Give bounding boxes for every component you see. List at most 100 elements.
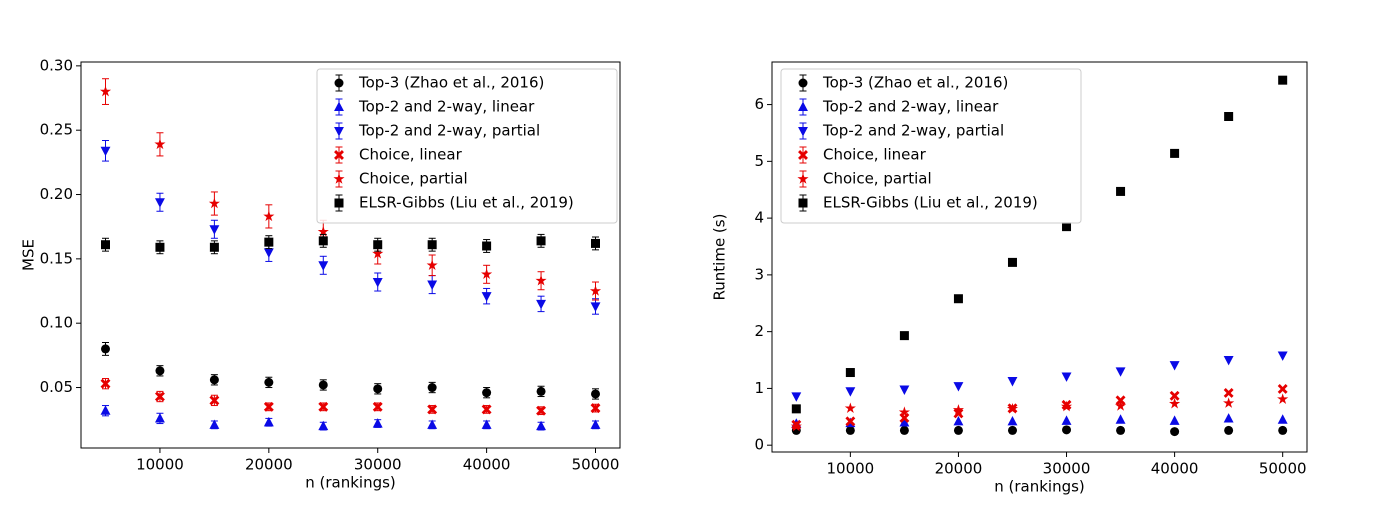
y-tick-label: 5 [754,152,764,170]
y-tick-label: 1 [754,379,764,397]
x-axis-label: n (rankings) [994,478,1085,496]
legend-label: Top-2 and 2-way, linear [358,98,535,116]
point [482,241,492,251]
legend-label: Top-3 (Zhao et al., 2016) [822,74,1008,92]
point [264,377,274,387]
point [1169,361,1180,371]
point [1223,397,1235,408]
point [427,383,437,393]
legend-marker [797,173,809,184]
point [1062,222,1072,232]
point [589,285,602,296]
y-tick-label: 0.25 [40,121,73,139]
point [318,236,328,246]
point [1062,425,1072,435]
point [1223,355,1234,366]
point [536,420,547,431]
point [427,240,437,250]
point [591,238,600,248]
point [791,392,802,402]
point [1277,414,1288,424]
point [318,380,328,390]
y-axis-label: MSE [20,239,38,271]
point [317,225,329,237]
point [1060,400,1073,412]
point [1277,384,1288,394]
point [1170,148,1180,158]
legend-marker [334,78,344,88]
point [263,210,275,222]
legend-marker [798,198,808,208]
point [209,419,220,429]
point [1116,186,1126,196]
point [101,344,110,354]
legend-marker [334,101,344,112]
legend-box [780,68,1082,224]
point [1169,397,1181,409]
point [99,85,112,97]
point [536,299,547,310]
point [208,197,220,209]
point [590,419,601,429]
point [1061,415,1072,425]
legend-marker [334,126,344,137]
point [899,385,910,395]
point [536,386,546,396]
point [1169,390,1180,401]
point [155,366,165,376]
y-tick-label: 3 [754,265,764,283]
point [1007,376,1018,387]
point [482,388,492,398]
legend-label: Top-2 and 2-way, partial [822,122,1004,140]
legend-marker [798,150,808,160]
point [318,420,329,431]
legend-marker [798,126,808,137]
point [481,419,492,429]
point [1061,372,1072,382]
point [536,236,546,246]
legend-marker [334,150,344,160]
point [372,401,383,412]
legend-marker [798,101,808,112]
x-tick-label: 20000 [245,456,293,474]
point [953,425,963,435]
legend-label: Choice, linear [823,146,927,164]
point [263,416,274,427]
point [427,404,438,415]
point [535,274,547,286]
point [318,261,329,271]
point [1115,400,1127,411]
x-tick-label: 40000 [1151,460,1199,478]
y-tick-label: 0 [754,436,764,454]
point [953,382,964,392]
point [1007,425,1017,435]
point [209,395,220,406]
point [845,416,856,427]
legend-label: Top-3 (Zhao et al., 2016) [358,74,544,92]
point [1224,111,1234,121]
point [1277,393,1289,404]
point [1007,415,1018,426]
point [953,408,964,419]
point [154,413,165,423]
point [1169,415,1180,425]
x-tick-label: 30000 [1043,460,1091,478]
legend-label: Top-2 and 2-way, linear [822,98,999,116]
point [590,302,601,312]
plot-frame [771,61,1308,453]
point [1116,425,1126,435]
point [845,368,855,378]
point [845,425,855,435]
point [373,384,383,394]
point [1224,425,1234,435]
legend-marker [333,173,345,184]
point [372,418,383,428]
y-tick-label: 4 [754,209,764,227]
point [373,240,383,250]
x-tick-label: 50000 [1259,460,1307,478]
legend-label: Choice, partial [823,170,932,188]
point [372,247,384,259]
point [953,415,964,426]
y-tick-label: 0.10 [40,314,73,332]
